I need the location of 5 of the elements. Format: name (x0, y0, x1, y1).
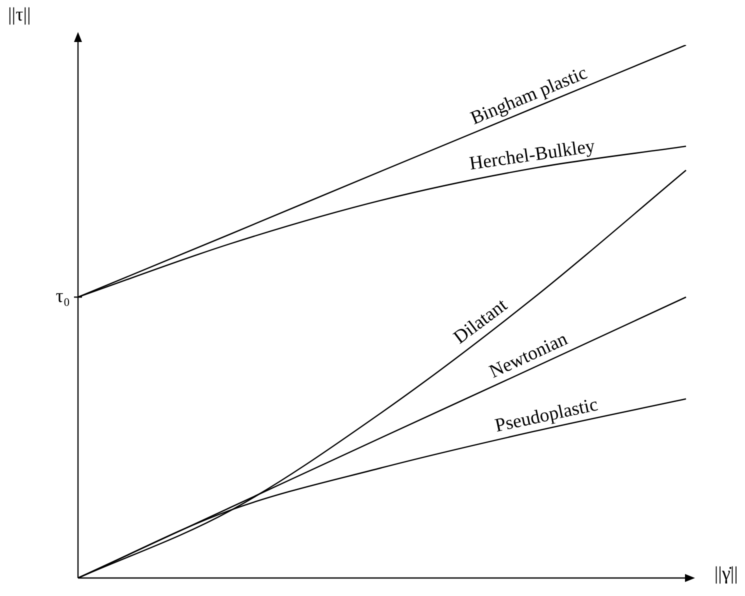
x-axis-title: ||γ̇|| (714, 563, 738, 584)
y-axis-title: ||τ|| (8, 4, 31, 26)
text: Herchel-Bulkley (468, 136, 597, 175)
text: Pseudoplastic (493, 394, 600, 437)
text: τ₀ (56, 286, 70, 308)
